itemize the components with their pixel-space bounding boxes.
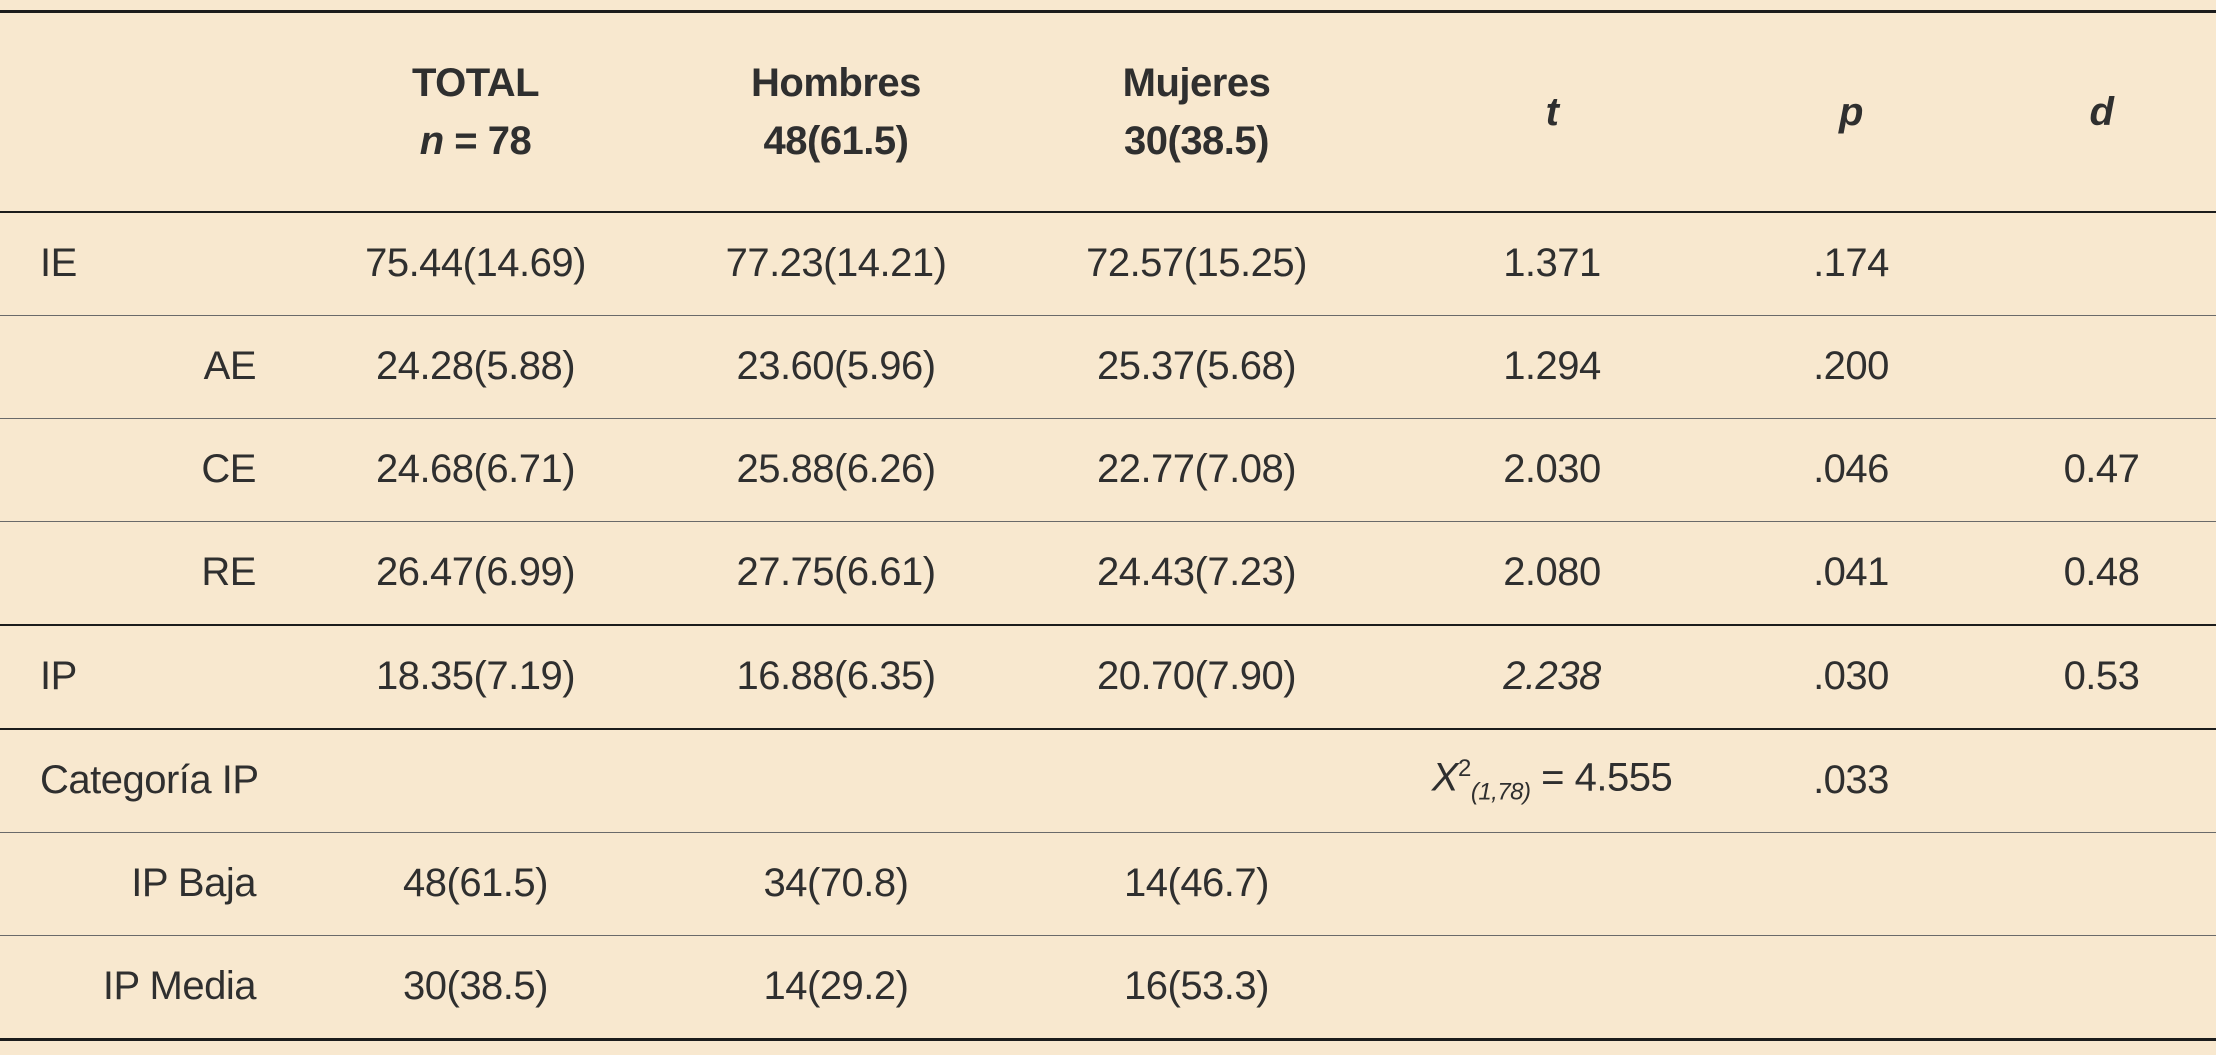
cell-p bbox=[1715, 832, 1987, 936]
cell-t: 2.238 bbox=[1389, 624, 1715, 730]
cell-p: .200 bbox=[1715, 315, 1987, 419]
cell-t: 2.030 bbox=[1389, 418, 1715, 522]
cell-hombres: 77.23(14.21) bbox=[668, 211, 1004, 316]
cell-d: 0.48 bbox=[1987, 521, 2216, 626]
cell-hombres: 27.75(6.61) bbox=[668, 521, 1004, 626]
cell-hombres: 23.60(5.96) bbox=[668, 315, 1004, 419]
header-total-n: n = 78 bbox=[283, 112, 668, 170]
cell-d: 0.47 bbox=[1987, 418, 2216, 522]
row-label: CE bbox=[0, 418, 283, 522]
cell-t bbox=[1389, 935, 1715, 1041]
table-header-row: TOTAL n = 78 Hombres 48(61.5) Mujeres 30… bbox=[0, 11, 2216, 213]
row-label: IP Media bbox=[0, 935, 283, 1041]
chi-symbol: X bbox=[1431, 755, 1459, 800]
chi-subscript: (1,78) bbox=[1470, 778, 1531, 806]
cell-t: 1.371 bbox=[1389, 211, 1715, 316]
header-mujeres: Mujeres 30(38.5) bbox=[1004, 11, 1389, 213]
cell-mujeres: 22.77(7.08) bbox=[1004, 418, 1389, 522]
row-label: AE bbox=[0, 315, 283, 419]
cell-hombres: 16.88(6.35) bbox=[668, 624, 1004, 730]
cell-hombres: 25.88(6.26) bbox=[668, 418, 1004, 522]
cell-t: 1.294 bbox=[1389, 315, 1715, 419]
cell-total bbox=[283, 728, 668, 833]
cell-total: 48(61.5) bbox=[283, 832, 668, 936]
cell-p: .030 bbox=[1715, 624, 1987, 730]
cell-t bbox=[1389, 832, 1715, 936]
cell-p: .033 bbox=[1715, 728, 1987, 833]
row-label: Categoría IP bbox=[0, 728, 283, 833]
cell-total: 18.35(7.19) bbox=[283, 624, 668, 730]
chi-value: = 4.555 bbox=[1530, 755, 1673, 800]
cell-mujeres: 25.37(5.68) bbox=[1004, 315, 1389, 419]
results-table-container: TOTAL n = 78 Hombres 48(61.5) Mujeres 30… bbox=[0, 10, 2216, 1055]
cell-d bbox=[1987, 315, 2216, 419]
cell-mujeres: 72.57(15.25) bbox=[1004, 211, 1389, 316]
header-d: d bbox=[1987, 11, 2216, 213]
cell-t: 2.080 bbox=[1389, 521, 1715, 626]
cell-d bbox=[1987, 832, 2216, 936]
header-hombres-title: Hombres bbox=[751, 60, 921, 105]
header-mujeres-count: 30(38.5) bbox=[1124, 118, 1269, 163]
cell-mujeres: 24.43(7.23) bbox=[1004, 521, 1389, 626]
results-table: TOTAL n = 78 Hombres 48(61.5) Mujeres 30… bbox=[0, 10, 2216, 1041]
row-label: IP bbox=[0, 624, 283, 730]
table-row-ae: AE 24.28(5.88) 23.60(5.96) 25.37(5.68) 1… bbox=[0, 315, 2216, 419]
cell-mujeres: 20.70(7.90) bbox=[1004, 624, 1389, 730]
cell-d bbox=[1987, 728, 2216, 833]
table-row-categoria-ip: Categoría IP X2(1,78) = 4.555 .033 bbox=[0, 728, 2216, 833]
cell-d bbox=[1987, 935, 2216, 1041]
cell-mujeres: 14(46.7) bbox=[1004, 832, 1389, 936]
cell-p: .046 bbox=[1715, 418, 1987, 522]
header-total-n-symbol: n bbox=[419, 118, 444, 163]
cell-hombres bbox=[668, 728, 1004, 833]
table-row-ip: IP 18.35(7.19) 16.88(6.35) 20.70(7.90) 2… bbox=[0, 624, 2216, 730]
cell-hombres: 14(29.2) bbox=[668, 935, 1004, 1041]
header-hombres-count: 48(61.5) bbox=[763, 118, 909, 163]
cell-total: 24.68(6.71) bbox=[283, 418, 668, 522]
cell-d bbox=[1987, 211, 2216, 316]
header-mujeres-title: Mujeres bbox=[1122, 60, 1271, 105]
row-label: IP Baja bbox=[0, 832, 283, 936]
header-hombres: Hombres 48(61.5) bbox=[668, 11, 1004, 213]
cell-mujeres: 16(53.3) bbox=[1004, 935, 1389, 1041]
table-row-ip-baja: IP Baja 48(61.5) 34(70.8) 14(46.7) bbox=[0, 832, 2216, 936]
table-row-ip-media: IP Media 30(38.5) 14(29.2) 16(53.3) bbox=[0, 935, 2216, 1041]
row-label: IE bbox=[0, 211, 283, 316]
cell-p: .041 bbox=[1715, 521, 1987, 626]
table-row-ce: CE 24.68(6.71) 25.88(6.26) 22.77(7.08) 2… bbox=[0, 418, 2216, 522]
cell-p bbox=[1715, 935, 1987, 1041]
cell-hombres: 34(70.8) bbox=[668, 832, 1004, 936]
table-row-re: RE 26.47(6.99) 27.75(6.61) 24.43(7.23) 2… bbox=[0, 521, 2216, 626]
cell-total: 30(38.5) bbox=[283, 935, 668, 1041]
header-total-title: TOTAL bbox=[411, 60, 540, 105]
header-empty bbox=[0, 11, 283, 213]
cell-total: 24.28(5.88) bbox=[283, 315, 668, 419]
header-total-n-value: = 78 bbox=[443, 118, 532, 163]
cell-p: .174 bbox=[1715, 211, 1987, 316]
chi-superscript: 2 bbox=[1457, 754, 1471, 782]
header-t: t bbox=[1389, 11, 1715, 213]
header-total: TOTAL n = 78 bbox=[283, 11, 668, 213]
cell-chi-square: X2(1,78) = 4.555 bbox=[1389, 728, 1715, 833]
cell-total: 26.47(6.99) bbox=[283, 521, 668, 626]
cell-mujeres bbox=[1004, 728, 1389, 833]
row-label: RE bbox=[0, 521, 283, 626]
cell-d: 0.53 bbox=[1987, 624, 2216, 730]
header-p: p bbox=[1715, 11, 1987, 213]
table-row-ie: IE 75.44(14.69) 77.23(14.21) 72.57(15.25… bbox=[0, 211, 2216, 316]
cell-total: 75.44(14.69) bbox=[283, 211, 668, 316]
